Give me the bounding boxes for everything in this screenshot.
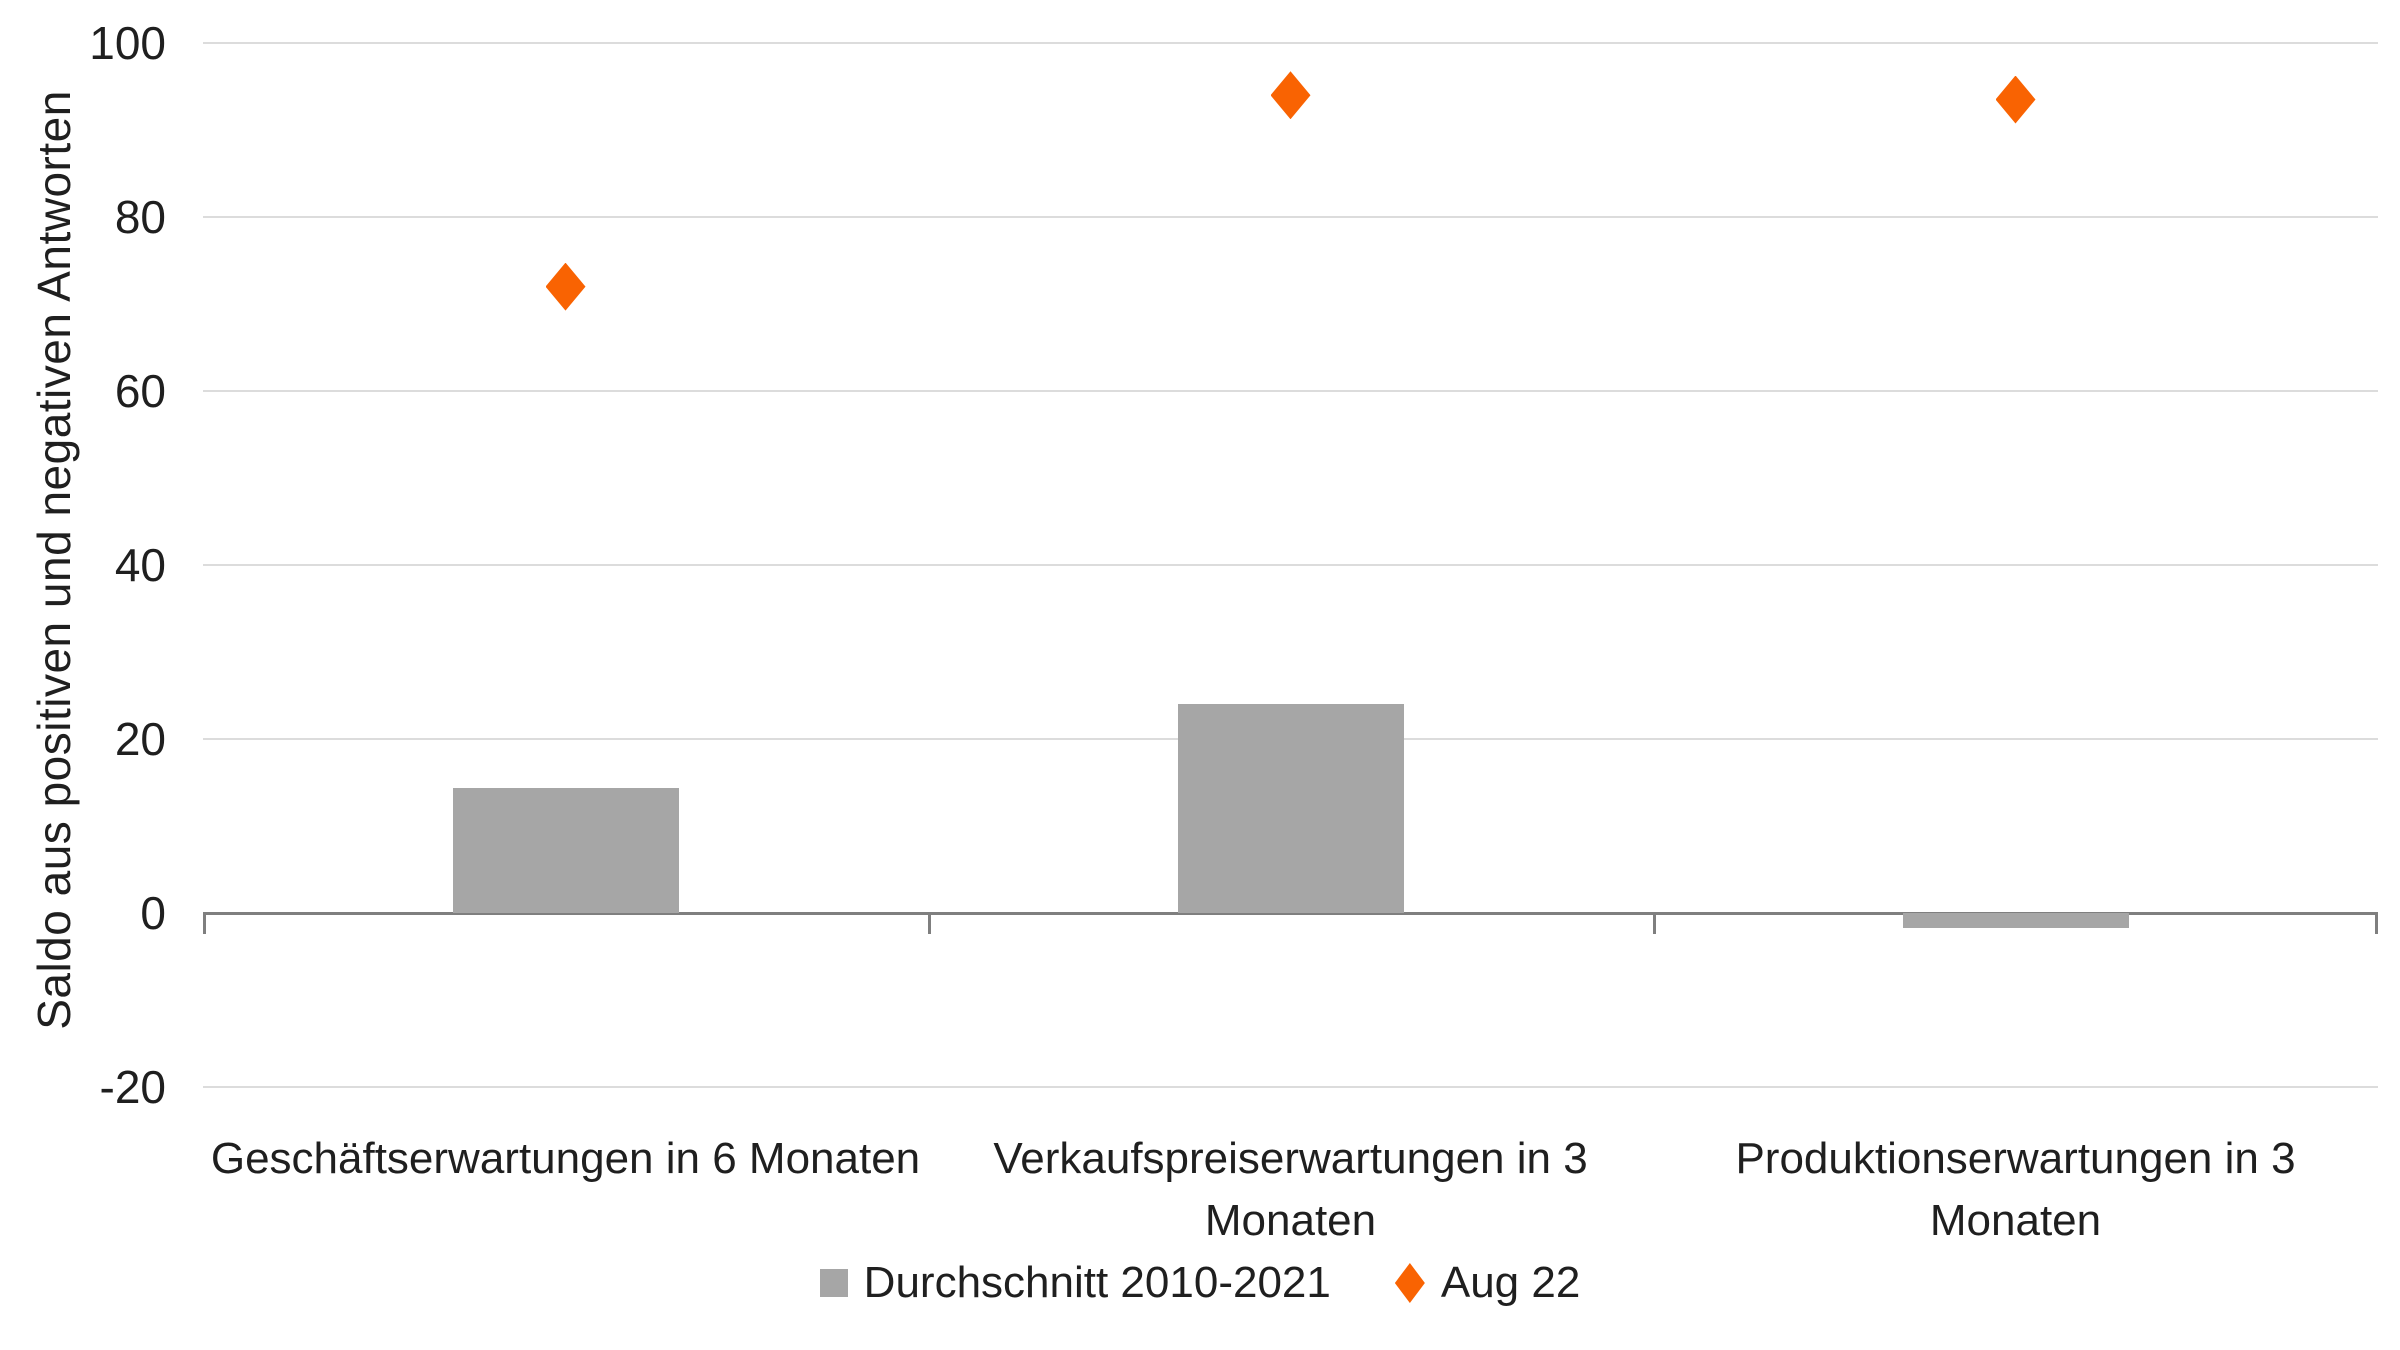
gridline <box>203 216 2378 218</box>
y-tick-label-0: 0 <box>140 887 166 939</box>
legend-label-aug22: Aug 22 <box>1440 1258 1581 1307</box>
y-tick-label-20: 20 <box>114 713 166 765</box>
axis-tick <box>1653 913 1656 934</box>
gridline <box>203 1086 2378 1088</box>
marker-diamond-0 <box>545 262 586 311</box>
axis-tick <box>928 913 931 934</box>
y-tick-label--20: -20 <box>99 1061 166 1113</box>
axis-tick <box>2375 913 2378 934</box>
plot-area <box>203 0 2378 1350</box>
bar-durchschnitt-2010-2021-0 <box>452 787 679 913</box>
x-axis-zero-line <box>203 911 2378 915</box>
bar-durchschnitt-2010-2021-2 <box>1902 913 2129 928</box>
marker-diamond-2 <box>1995 75 2036 124</box>
y-tick-label-40: 40 <box>114 539 166 591</box>
category-label-1: Verkaufspreiserwartungen in 3 Monaten <box>993 1134 1588 1245</box>
y-tick-label-100: 100 <box>89 17 166 69</box>
marker-diamond-1 <box>1270 71 1311 120</box>
legend-item-aug22: Aug 22 <box>1394 1258 1581 1308</box>
y-tick-label-60: 60 <box>114 365 166 417</box>
gridline <box>203 564 2378 566</box>
legend: Durchschnitt 2010-2021 Aug 22 <box>0 1258 2400 1308</box>
legend-item-average: Durchschnitt 2010-2021 <box>819 1258 1331 1308</box>
gray-square-icon <box>819 1269 848 1297</box>
orange-diamond-icon <box>1394 1263 1425 1303</box>
bar-durchschnitt-2010-2021-1 <box>1177 704 1404 913</box>
y-tick-label-80: 80 <box>114 191 166 243</box>
gridline <box>203 42 2378 44</box>
axis-tick <box>203 913 206 934</box>
legend-label-average: Durchschnitt 2010-2021 <box>863 1258 1331 1307</box>
gridline <box>203 390 2378 392</box>
category-label-2: Produktionserwartungen in 3 Monaten <box>1735 1134 2296 1245</box>
category-label-0: Geschäftserwartungen in 6 Monaten <box>210 1134 921 1183</box>
